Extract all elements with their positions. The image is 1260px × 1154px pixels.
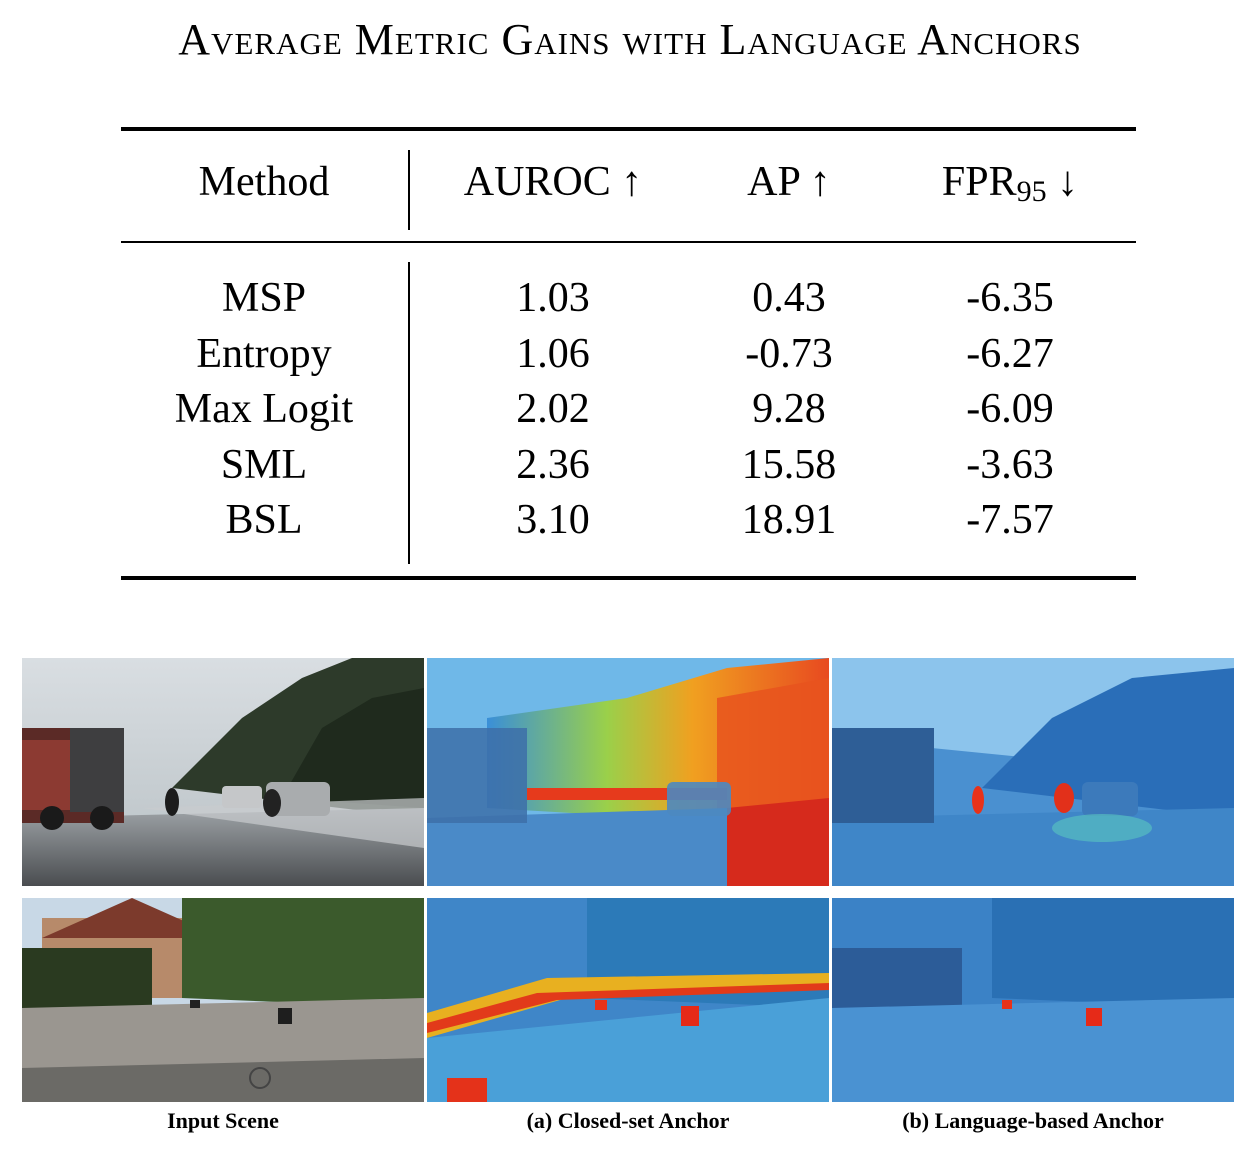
cell-ap: 15.58 bbox=[741, 441, 837, 488]
caption-closed-set-anchor: (a) Closed-set Anchor bbox=[526, 1108, 730, 1133]
caption-input-scene: Input Scene bbox=[167, 1108, 279, 1133]
cell-method: BSL bbox=[225, 497, 303, 543]
cell-method: SML bbox=[220, 441, 308, 488]
header-fpr-arrow: ↓ bbox=[1057, 159, 1079, 205]
language-anchor-highway bbox=[832, 658, 1234, 886]
cell-ap: 9.28 bbox=[752, 386, 826, 432]
cell-ap: -0.73 bbox=[745, 330, 833, 377]
cell-fpr95: -6.09 bbox=[966, 386, 1054, 432]
input-scene-street bbox=[22, 898, 424, 1102]
header-fpr-subscript: 95 bbox=[1016, 175, 1047, 208]
input-scene-highway bbox=[22, 658, 424, 886]
cell-ap: 18.91 bbox=[741, 497, 837, 543]
header-auroc: AUROC ↑ bbox=[463, 159, 643, 205]
cell-auroc: 2.36 bbox=[516, 441, 590, 488]
cell-auroc: 3.10 bbox=[516, 497, 590, 543]
header-ap: AP ↑ bbox=[747, 159, 831, 205]
cell-fpr95: -7.57 bbox=[966, 497, 1054, 543]
table-top-rule bbox=[121, 127, 1136, 131]
table-header-divider bbox=[408, 150, 410, 230]
closed-set-anchor-street bbox=[427, 898, 829, 1102]
figure-title: Average Metric Gains with Language Ancho… bbox=[178, 15, 1082, 64]
cell-ap: 0.43 bbox=[752, 275, 826, 321]
caption-language-anchor: (b) Language-based Anchor bbox=[902, 1108, 1164, 1133]
header-method: Method bbox=[198, 159, 330, 205]
language-anchor-street bbox=[832, 898, 1234, 1102]
qualitative-figure bbox=[22, 658, 1234, 1102]
table-body-divider bbox=[408, 262, 410, 564]
cell-fpr95: -6.35 bbox=[966, 275, 1054, 321]
cell-method: MSP bbox=[221, 275, 307, 321]
cell-method: Max Logit bbox=[174, 386, 354, 432]
header-fpr95: FPR95 ↓ bbox=[884, 158, 1136, 209]
table-header-rule bbox=[121, 241, 1136, 243]
closed-set-anchor-highway bbox=[427, 658, 829, 886]
header-fpr-label: FPR bbox=[941, 159, 1017, 205]
table-bottom-rule bbox=[121, 576, 1136, 580]
cell-auroc: 2.02 bbox=[516, 386, 590, 432]
cell-fpr95: -6.27 bbox=[966, 330, 1054, 377]
cell-auroc: 1.06 bbox=[516, 330, 590, 377]
cell-method: Entropy bbox=[196, 330, 332, 377]
cell-fpr95: -3.63 bbox=[966, 441, 1054, 488]
cell-auroc: 1.03 bbox=[516, 275, 590, 321]
